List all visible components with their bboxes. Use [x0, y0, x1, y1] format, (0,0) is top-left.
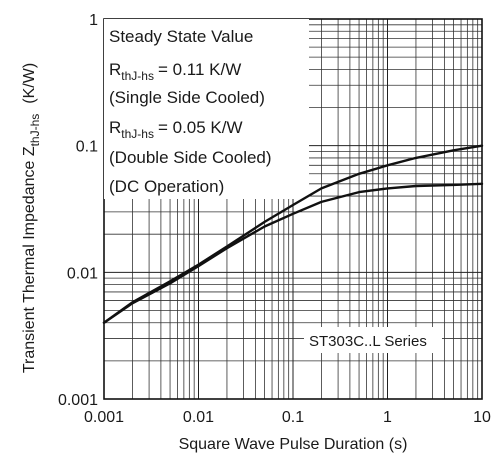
- annotation-rth-single: RthJ-hs = 0.11 K/W: [109, 60, 241, 83]
- x-tick-label: 0.001: [84, 409, 124, 426]
- x-tick-label: 1: [383, 409, 392, 426]
- series-line-2: [102, 182, 484, 324]
- annotation-rth-single-symbol: R: [109, 60, 121, 79]
- annotation-background: [104, 19, 309, 199]
- annotation-block: Steady State Value RthJ-hs = 0.11 K/W (Si…: [109, 27, 272, 196]
- annotation-rth-double: RthJ-hs = 0.05 K/W: [109, 118, 243, 141]
- x-tick-label: 10: [473, 409, 491, 426]
- series-group: [102, 144, 484, 324]
- y-axis-label-main: Transient Thermal Impedance Z: [21, 146, 38, 373]
- annotation-rth-double-value: = 0.05 K/W: [158, 118, 243, 137]
- annotation-rth-double-subscript: thJ-hs: [121, 127, 154, 141]
- y-axis-label-unit: (K/W): [21, 63, 38, 104]
- y-axis-label: Transient Thermal Impedance ZthJ-hs (K/W): [21, 63, 42, 373]
- y-tick-label: 0.1: [76, 139, 98, 156]
- series-label: ST303C..L Series: [309, 333, 427, 350]
- annotation-steady-state: Steady State Value: [109, 27, 253, 46]
- y-tick-label: 1: [89, 12, 98, 29]
- y-tick-label: 0.01: [67, 265, 98, 282]
- series-label-background: [304, 327, 442, 353]
- annotation-single-side: (Single Side Cooled): [109, 88, 265, 107]
- series-line-1: [102, 144, 484, 324]
- annotation-rth-double-symbol: R: [109, 118, 121, 137]
- y-axis-label-subscript: thJ-hs: [28, 114, 42, 147]
- annotation-rth-single-subscript: thJ-hs: [121, 69, 154, 83]
- annotation-double-side: (Double Side Cooled): [109, 148, 272, 167]
- y-tick-label: 0.001: [58, 392, 98, 409]
- annotation-rth-single-value: = 0.11 K/W: [158, 60, 241, 79]
- y-tick-labels: 0.001 0.01 0.1 1: [58, 12, 98, 409]
- x-tick-labels: 0.001 0.01 0.1 1 10: [84, 409, 491, 426]
- annotation-dc-operation: (DC Operation): [109, 177, 224, 196]
- x-axis-label: Square Wave Pulse Duration (s): [179, 436, 408, 453]
- x-tick-label: 0.1: [282, 409, 304, 426]
- x-tick-label: 0.01: [183, 409, 214, 426]
